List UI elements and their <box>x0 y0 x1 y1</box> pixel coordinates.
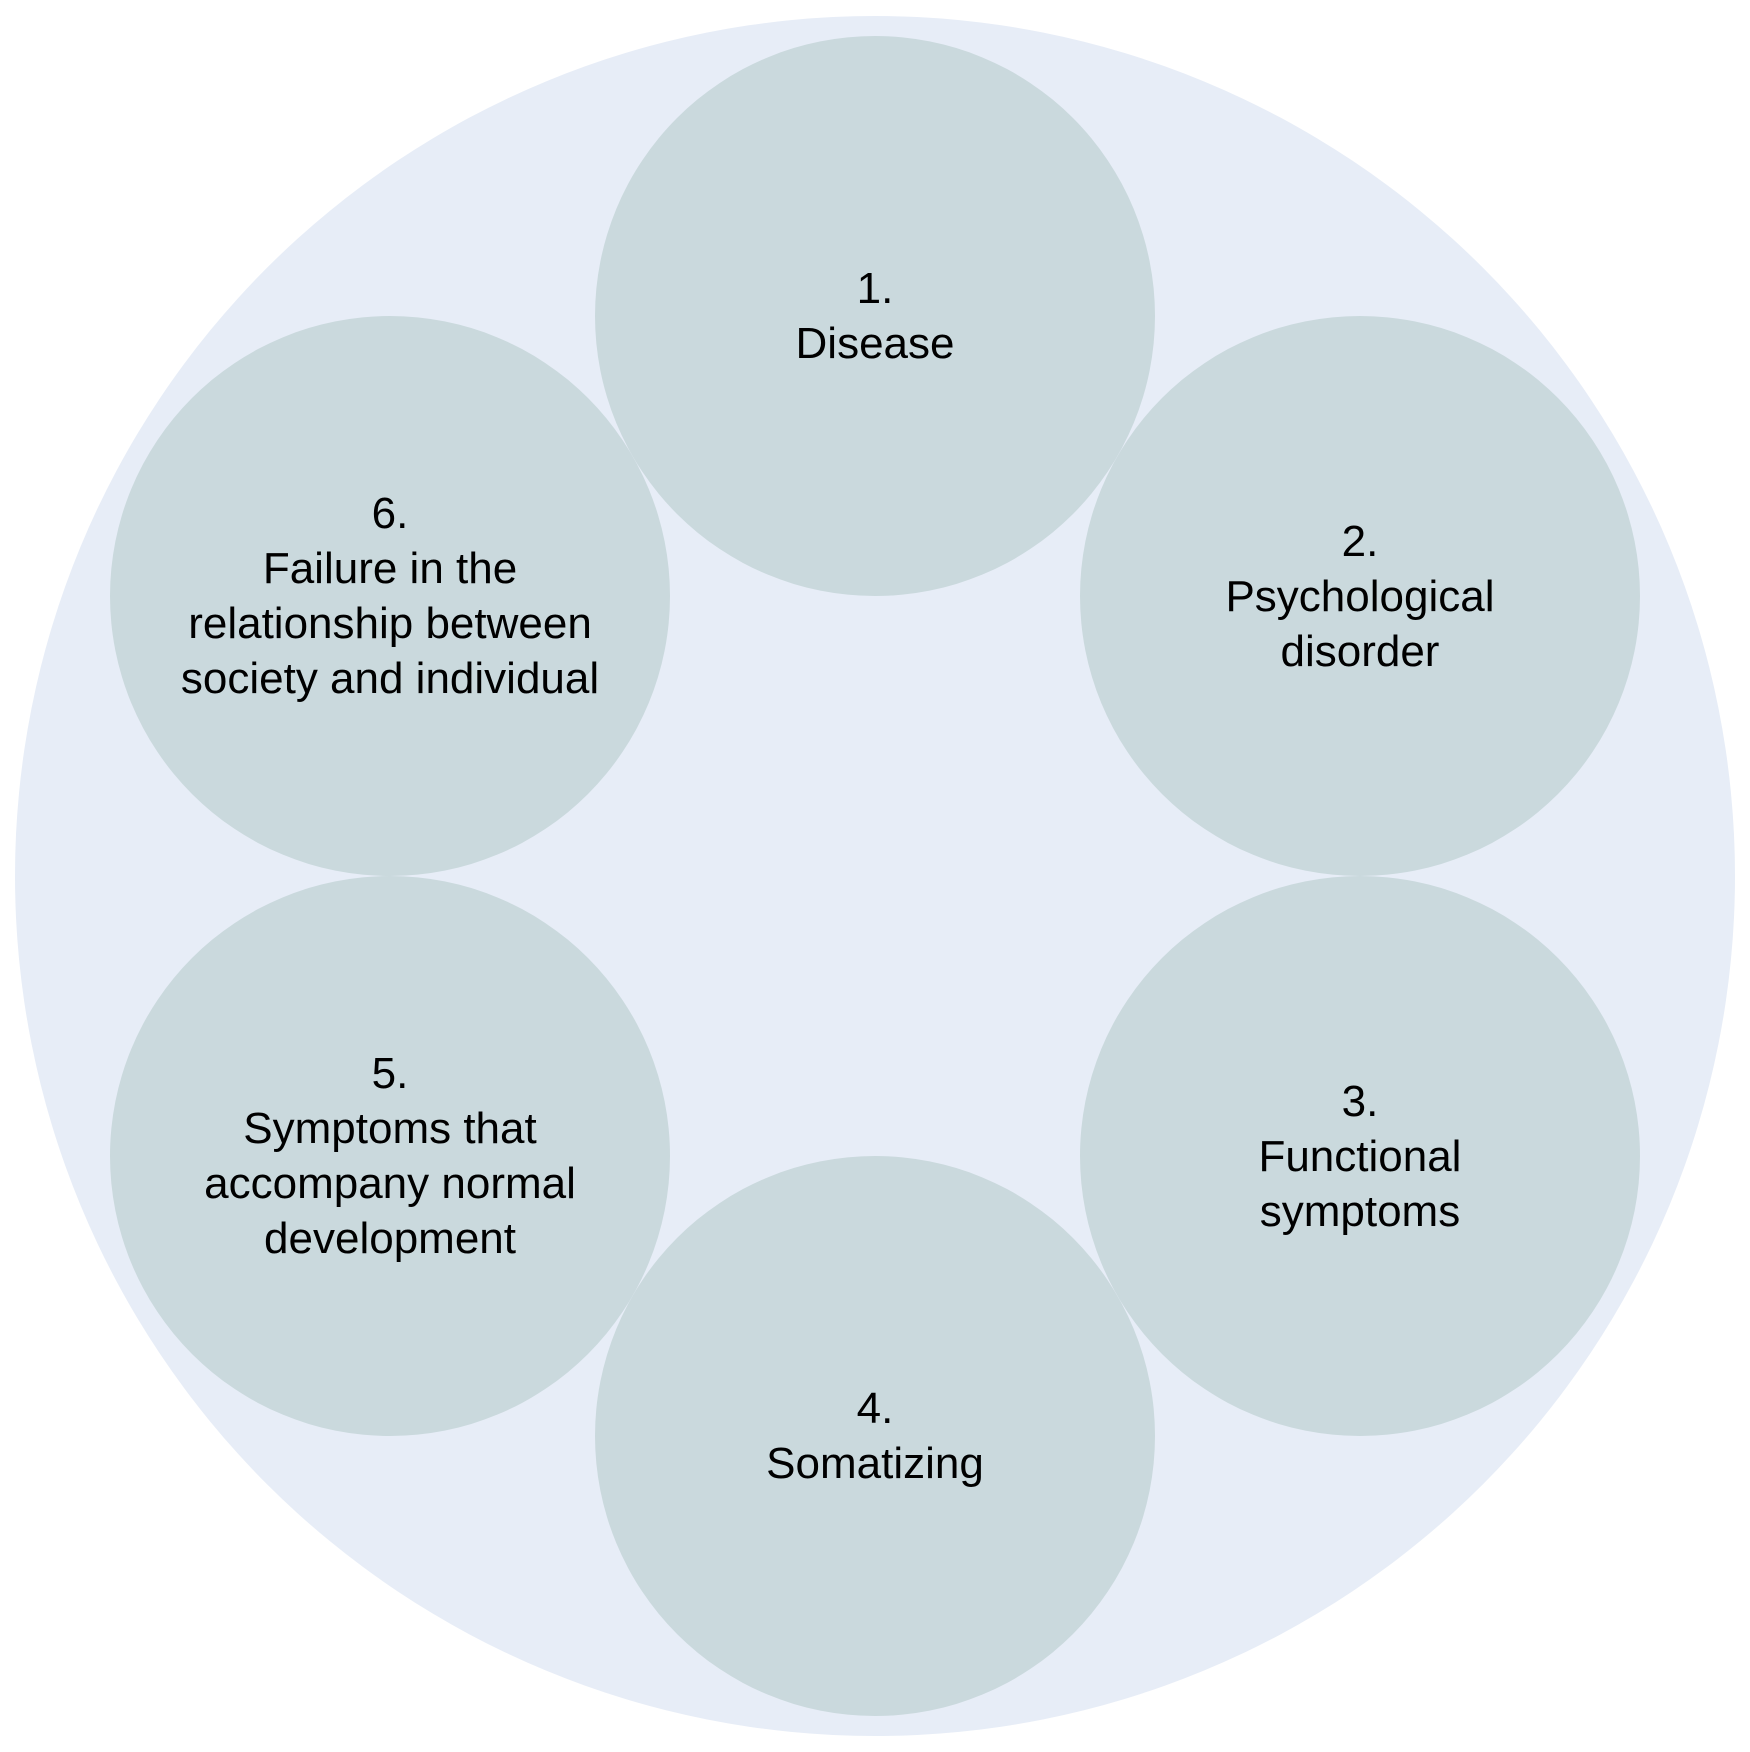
node-label: 1. Disease <box>796 261 955 371</box>
node-label: 2. Psychological disorder <box>1225 514 1494 679</box>
node-n6: 6. Failure in the relationship between s… <box>110 316 670 876</box>
node-label: 3. Functional symptoms <box>1258 1074 1461 1239</box>
node-n1: 1. Disease <box>595 36 1155 596</box>
diagram-stage: 1. Disease 2. Psychological disorder 3. Fu… <box>0 0 1750 1752</box>
node-n2: 2. Psychological disorder <box>1080 316 1640 876</box>
node-n3: 3. Functional symptoms <box>1080 876 1640 1436</box>
node-n4: 4. Somatizing <box>595 1156 1155 1716</box>
node-label: 4. Somatizing <box>766 1381 984 1491</box>
node-label: 6. Failure in the relationship between s… <box>181 486 599 706</box>
node-label: 5. Symptoms that accompany normal develo… <box>204 1046 576 1266</box>
node-n5: 5. Symptoms that accompany normal develo… <box>110 876 670 1436</box>
